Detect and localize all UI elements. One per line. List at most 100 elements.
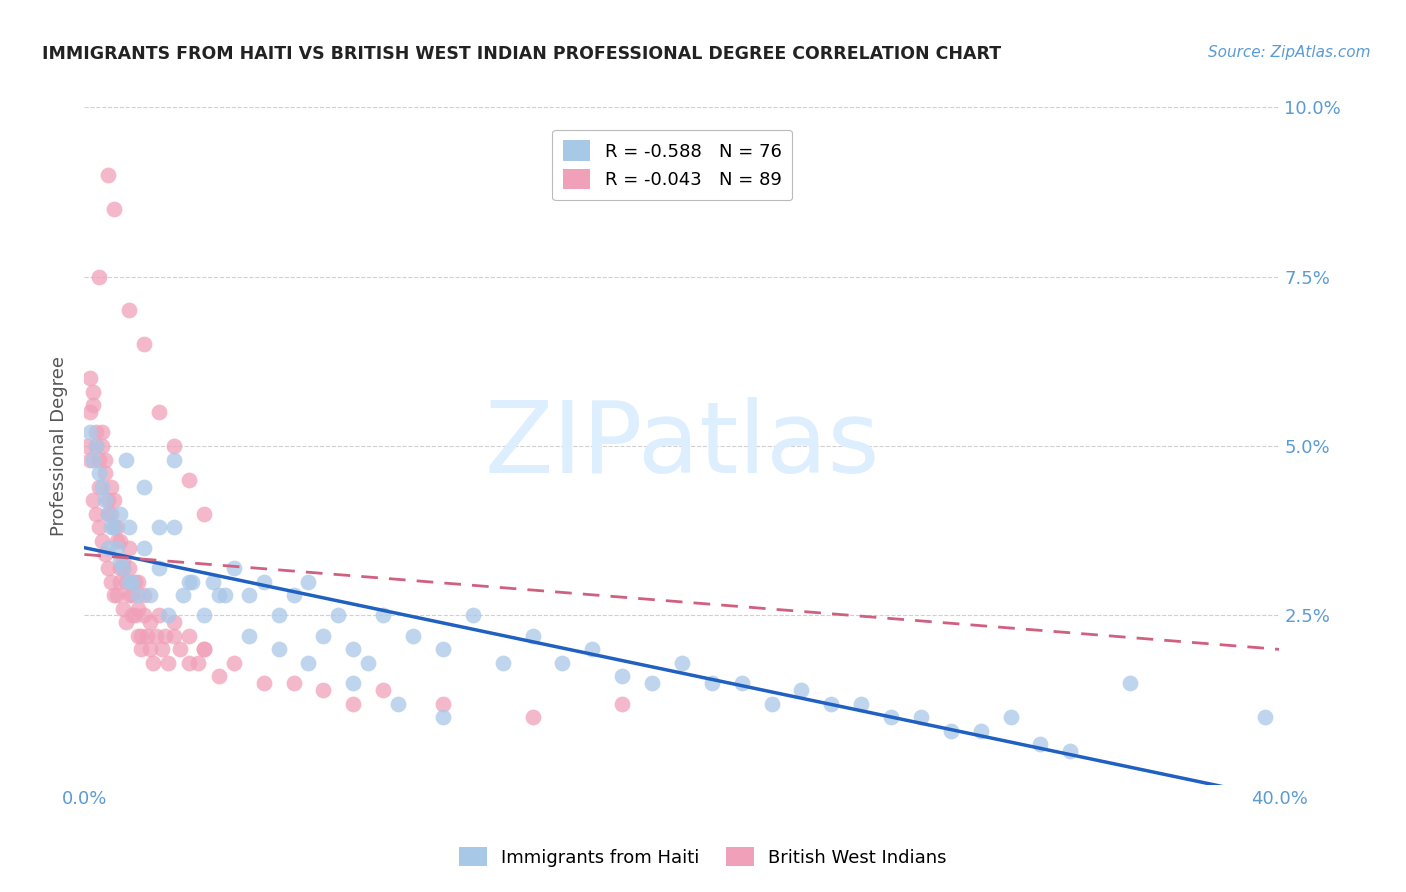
Point <box>79 452 101 467</box>
Point <box>129 642 152 657</box>
Point <box>238 629 260 643</box>
Point <box>142 656 165 670</box>
Point <box>357 656 380 670</box>
Point <box>82 398 104 412</box>
Point <box>110 561 132 575</box>
Point <box>432 642 454 657</box>
Point <box>522 629 544 643</box>
Point <box>267 608 290 623</box>
Legend: R = -0.588   N = 76, R = -0.043   N = 89: R = -0.588 N = 76, R = -0.043 N = 89 <box>553 129 793 200</box>
Point <box>297 656 319 670</box>
Point <box>193 608 215 623</box>
Point <box>671 656 693 670</box>
Point <box>157 656 180 670</box>
Point <box>105 541 128 555</box>
Point <box>112 561 135 575</box>
Point <box>103 202 125 216</box>
Point <box>97 168 120 182</box>
Point <box>89 480 111 494</box>
Point <box>820 697 842 711</box>
Point <box>86 439 108 453</box>
Point <box>82 384 104 399</box>
Point <box>118 561 141 575</box>
Point <box>100 520 122 534</box>
Point <box>373 608 395 623</box>
Point <box>148 608 170 623</box>
Text: Source: ZipAtlas.com: Source: ZipAtlas.com <box>1208 45 1371 60</box>
Point <box>238 588 260 602</box>
Point <box>129 629 152 643</box>
Point <box>97 507 120 521</box>
Point <box>89 452 111 467</box>
Point <box>432 710 454 724</box>
Point <box>163 615 186 630</box>
Point <box>939 723 962 738</box>
Point <box>139 588 162 602</box>
Point <box>222 656 245 670</box>
Point <box>150 642 173 657</box>
Point <box>97 561 120 575</box>
Point <box>105 588 128 602</box>
Point <box>910 710 932 724</box>
Point <box>172 588 194 602</box>
Text: ZIPatlas: ZIPatlas <box>484 398 880 494</box>
Point <box>94 493 117 508</box>
Point <box>97 541 120 555</box>
Point <box>112 601 135 615</box>
Point <box>97 493 120 508</box>
Point <box>1029 737 1052 751</box>
Point <box>761 697 783 711</box>
Point <box>432 697 454 711</box>
Point <box>103 493 125 508</box>
Point <box>76 439 98 453</box>
Point <box>402 629 425 643</box>
Point <box>139 642 162 657</box>
Point <box>121 588 143 602</box>
Point <box>148 405 170 419</box>
Point <box>112 554 135 568</box>
Point <box>312 683 335 698</box>
Point <box>91 533 114 548</box>
Point <box>91 480 114 494</box>
Point <box>148 520 170 534</box>
Point <box>100 507 122 521</box>
Point <box>91 439 114 453</box>
Point <box>89 520 111 534</box>
Point <box>312 629 335 643</box>
Point <box>522 710 544 724</box>
Point <box>94 466 117 480</box>
Point <box>118 541 141 555</box>
Point <box>181 574 204 589</box>
Point <box>132 480 156 494</box>
Point <box>97 507 120 521</box>
Point <box>267 642 290 657</box>
Point <box>132 608 156 623</box>
Point <box>86 439 108 453</box>
Point <box>110 507 132 521</box>
Point <box>89 466 111 480</box>
Point <box>193 507 215 521</box>
Point <box>342 676 364 690</box>
Point <box>851 697 873 711</box>
Point <box>208 588 231 602</box>
Point <box>94 548 117 562</box>
Point <box>253 676 276 690</box>
Point <box>297 574 319 589</box>
Point <box>214 588 236 602</box>
Point <box>82 452 104 467</box>
Point <box>79 405 101 419</box>
Point <box>1059 744 1081 758</box>
Point <box>145 629 167 643</box>
Point <box>283 588 305 602</box>
Point <box>880 710 903 724</box>
Point <box>105 533 128 548</box>
Point <box>115 615 138 630</box>
Point <box>148 561 170 575</box>
Point <box>373 683 395 698</box>
Point <box>790 683 813 698</box>
Point <box>103 520 125 534</box>
Point <box>112 561 135 575</box>
Point <box>91 425 114 440</box>
Point <box>193 642 215 657</box>
Point <box>492 656 515 670</box>
